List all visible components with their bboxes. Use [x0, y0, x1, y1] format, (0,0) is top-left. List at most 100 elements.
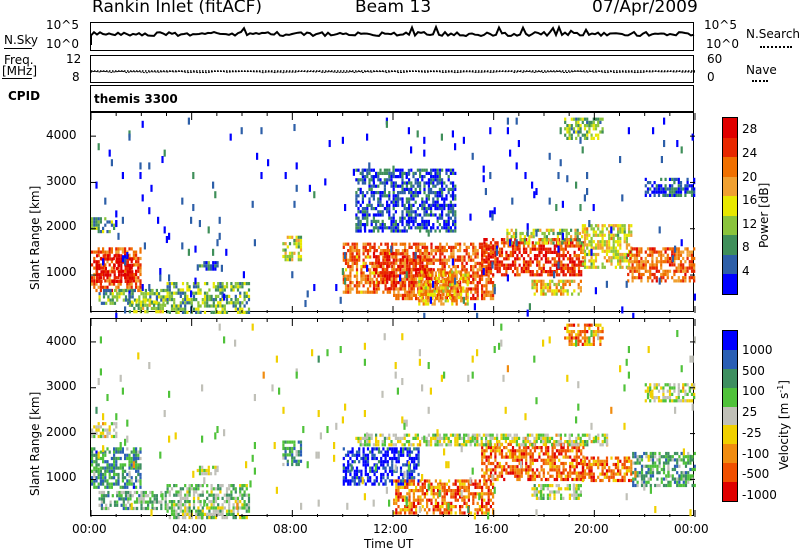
heatmap-cell: [472, 268, 475, 272]
heatmap-cell: [530, 235, 533, 239]
heatmap-cell: [230, 301, 233, 305]
heatmap-cell: [531, 260, 534, 264]
heatmap-cell: [393, 290, 396, 294]
heatmap-cell: [131, 273, 134, 277]
heatmap-cell: [668, 247, 672, 251]
heatmap-cell: [416, 191, 419, 195]
heatmap-cell: [575, 124, 578, 128]
heatmap-cell: [601, 224, 604, 228]
heatmap-cell: [418, 276, 421, 280]
heatmap-cell: [391, 277, 394, 281]
heatmap-cell: [377, 229, 380, 233]
heatmap-cell: [660, 190, 663, 194]
heatmap-cell: [166, 487, 169, 491]
heatmap-cell: [538, 238, 541, 242]
heatmap-cell: [452, 482, 455, 486]
heatmap-cell: [437, 482, 440, 486]
heatmap-cell: [124, 453, 127, 457]
heatmap-cell: [455, 302, 458, 306]
heatmap-cell: [514, 260, 517, 264]
heatmap-cell: [362, 453, 365, 457]
heatmap-cell: [236, 512, 240, 516]
heatmap-cell: [372, 216, 375, 220]
heatmap-cell: [425, 168, 428, 172]
heatmap-cell: [677, 253, 680, 257]
heatmap-cell: [441, 265, 444, 269]
heatmap-cell: [481, 247, 484, 251]
heatmap-cell: [128, 463, 131, 467]
heatmap-cell: [500, 247, 504, 251]
heatmap-cell: [132, 450, 135, 454]
heatmap-cell: [375, 271, 378, 275]
heatmap-cell: [394, 197, 397, 201]
nave-tick-bottom: 0: [707, 70, 715, 84]
heatmap-cell: [646, 269, 650, 273]
heatmap-cell: [423, 223, 426, 227]
heatmap-cell: [447, 203, 450, 207]
heatmap-cell: [368, 162, 371, 170]
heatmap-cell: [186, 512, 189, 516]
heatmap-cell: [137, 303, 140, 307]
heatmap-cell: [232, 512, 235, 516]
heatmap-cell: [583, 136, 587, 140]
heatmap-cell: [362, 290, 365, 294]
heatmap-cell: [371, 245, 374, 249]
heatmap-cell: [386, 463, 389, 467]
heatmap-cell: [412, 171, 415, 175]
heatmap-cell: [371, 281, 374, 285]
heatmap-cell: [359, 210, 362, 214]
heatmap-cell: [117, 266, 120, 270]
heatmap-cell: [459, 489, 462, 493]
heatmap-cell: [487, 254, 490, 258]
heatmap-cell: [496, 257, 499, 261]
heatmap-cell: [384, 249, 387, 253]
heatmap-cell: [545, 235, 548, 239]
heatmap-cell: [372, 168, 375, 172]
heatmap-cell: [166, 310, 169, 314]
heatmap-cell: [243, 298, 246, 302]
heatmap-cell: [139, 256, 142, 261]
heatmap-cell: [216, 468, 219, 473]
heatmap-cell: [371, 450, 374, 454]
heatmap-cell: [168, 298, 171, 302]
heatmap-cell: [567, 238, 570, 242]
heatmap-cell: [655, 266, 658, 270]
heatmap-cell: [360, 479, 363, 483]
heatmap-cell: [364, 290, 367, 294]
heatmap-cell: [408, 210, 411, 214]
heatmap-cell: [397, 495, 400, 499]
heatmap-cell: [243, 304, 246, 308]
heatmap-cell: [408, 207, 411, 211]
heatmap-cell: [364, 229, 367, 233]
heatmap-cell: [446, 292, 449, 296]
heatmap-cell: [236, 301, 240, 305]
heatmap-cell: [297, 450, 300, 454]
heatmap-cell: [297, 440, 300, 444]
heatmap-cell: [118, 292, 121, 296]
heatmap-cell: [119, 247, 122, 251]
heatmap-cell: [390, 229, 393, 233]
heatmap-cell: [230, 484, 233, 488]
heatmap-cell: [673, 269, 676, 273]
heatmap-cell: [571, 292, 574, 296]
heatmap-cell: [520, 266, 523, 270]
heatmap-cell: [245, 484, 248, 488]
heatmap-cell: [581, 230, 584, 234]
heatmap-cell: [168, 506, 171, 510]
heatmap-cell: [118, 494, 121, 498]
heatmap-cell: [547, 257, 550, 261]
heatmap-cell: [487, 281, 490, 285]
heatmap-cell: [408, 255, 411, 259]
heatmap-cell: [166, 503, 169, 507]
heatmap-cell: [544, 257, 548, 261]
heatmap-cell: [452, 197, 455, 201]
heatmap-cell: [498, 263, 501, 267]
heatmap-cell: [478, 245, 481, 249]
heatmap-cell: [560, 263, 563, 267]
heatmap-cell: [406, 293, 409, 297]
heatmap-cell: [483, 244, 486, 248]
heatmap-cell: [386, 261, 389, 265]
heatmap-cell: [375, 476, 378, 480]
heatmap-cell: [428, 261, 431, 265]
heatmap-cell: [564, 241, 567, 245]
